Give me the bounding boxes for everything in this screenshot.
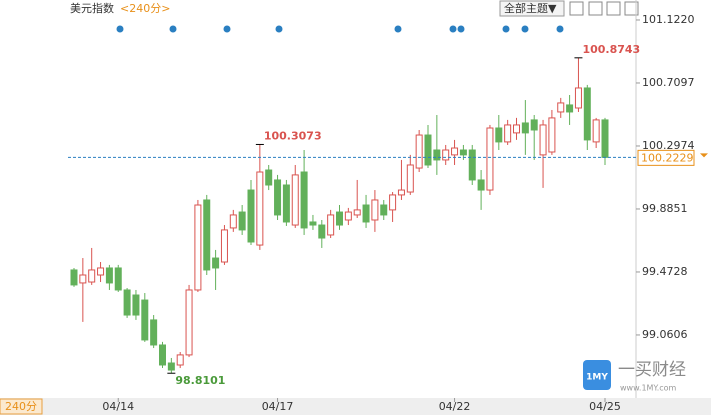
logo-name: 一买财经 [618, 360, 686, 380]
toolbar-icons[interactable] [569, 1, 639, 16]
last-price-arrow [700, 153, 708, 158]
candle-body [282, 184, 290, 223]
candle-body [327, 214, 335, 236]
y-tick-label: 99.0606 [642, 328, 688, 341]
candle-body [203, 199, 211, 271]
candle-body [309, 221, 317, 226]
candle-body [521, 122, 529, 134]
period-button[interactable] [0, 398, 43, 415]
candle-body [256, 171, 264, 246]
candle-body [442, 149, 450, 161]
candle-body [592, 119, 600, 143]
theme-button[interactable] [499, 0, 565, 17]
candle-body [159, 344, 166, 366]
candle-body [566, 104, 574, 113]
candle-body [486, 127, 494, 191]
candle-body [557, 102, 565, 113]
extreme-label: 100.3073 [264, 129, 322, 142]
y-tick-label: 99.4728 [642, 265, 688, 278]
y-tick-label: 101.1220 [642, 13, 695, 26]
candle-body [132, 294, 140, 316]
candle-body [300, 171, 308, 229]
candle-body [583, 87, 591, 141]
candle-body [468, 149, 476, 181]
candle-body [406, 164, 414, 193]
svg-text:1MY: 1MY [586, 373, 608, 383]
candle-body [114, 267, 122, 291]
candle-body [477, 179, 485, 191]
last-price-label: 100.2229 [641, 151, 694, 164]
candle-body [433, 149, 441, 161]
event-markers [116, 25, 564, 33]
candle-body [362, 204, 370, 223]
x-tick-label: 04/25 [589, 400, 621, 413]
candle-body [247, 189, 255, 243]
chart-subtitle: <240分> [120, 2, 170, 15]
candle-body [105, 267, 113, 284]
candle-body [424, 134, 432, 166]
candle-body [70, 269, 78, 286]
candle-body [141, 299, 149, 341]
candle-body [353, 209, 361, 216]
candle-body [194, 204, 202, 291]
candle-body [495, 127, 503, 143]
candle-body [397, 189, 405, 196]
candle-body [291, 174, 299, 226]
candle-body [513, 124, 520, 134]
last-price-box [637, 149, 695, 166]
candle-body [88, 269, 96, 283]
candle-body [371, 199, 379, 221]
candle-body [451, 147, 459, 156]
extreme-label: 100.8743 [582, 43, 640, 56]
candle-body [601, 119, 609, 158]
candle-body [548, 117, 556, 153]
logo: 1MY [583, 360, 611, 390]
candle-body [265, 169, 273, 186]
candle-body [344, 211, 352, 221]
candle-body [389, 194, 397, 211]
x-axis-band [0, 398, 711, 415]
candle-body [238, 211, 246, 231]
candle-body [185, 289, 193, 356]
period-button-label[interactable]: 240分 [5, 400, 37, 413]
candle-body [336, 211, 343, 226]
candle-body [229, 214, 237, 229]
y-tick-label: 100.2974 [642, 139, 695, 152]
x-tick-label: 04/22 [439, 400, 471, 413]
candle-body [123, 289, 131, 316]
candle-body [459, 149, 467, 156]
y-tick-label: 99.8851 [642, 202, 688, 215]
candle-body [380, 204, 388, 216]
candle-body [530, 119, 538, 131]
candle-body [212, 257, 220, 269]
candle-body [150, 319, 158, 346]
candle-body [415, 134, 423, 169]
candle-body [574, 87, 582, 109]
y-tick-label: 100.7097 [642, 76, 695, 89]
extreme-label: 98.8101 [175, 374, 225, 387]
x-tick-label: 04/17 [262, 400, 294, 413]
candle-body [176, 354, 184, 366]
candle-body [167, 362, 175, 371]
candle-body [274, 179, 282, 216]
candle-body [79, 274, 87, 284]
candle-body [318, 224, 326, 239]
x-tick-label: 04/14 [102, 400, 134, 413]
candle-body [539, 124, 547, 156]
logo-url: www.1MY.com [620, 384, 677, 393]
candle-body [504, 124, 512, 143]
theme-button-label[interactable]: 全部主题▼ [504, 1, 557, 15]
candle-body [97, 267, 105, 276]
candle-body [220, 229, 228, 263]
chart-title: 美元指数 [70, 1, 114, 15]
